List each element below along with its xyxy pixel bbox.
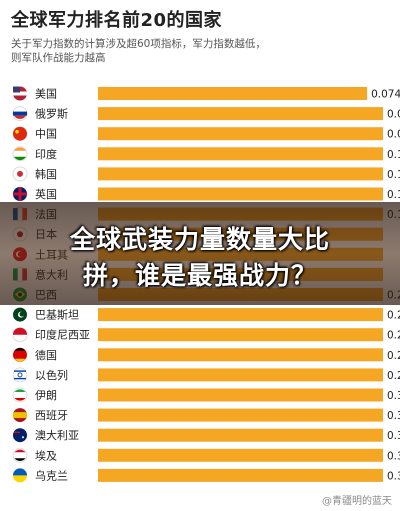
bar (98, 428, 383, 442)
data-label: 0.0788 (387, 129, 400, 141)
headline-line-1: 全球武装力量数量大比 (69, 225, 330, 254)
bar (98, 408, 383, 422)
category-label: 以色列 (35, 368, 68, 382)
category-label: 美国 (35, 88, 57, 101)
category-label: 印度尼西亚 (35, 328, 90, 342)
data-label: 0.2513 (387, 310, 400, 322)
data-label: 0.1656 (387, 169, 400, 181)
category-label: 俄罗斯 (35, 108, 68, 121)
bar (98, 348, 383, 362)
data-label: 0.1785 (387, 189, 400, 201)
id-flag-icon (12, 327, 28, 343)
data-label: 0.3427 (387, 450, 400, 462)
ir-flag-icon (12, 387, 28, 403)
kr-flag-icon (12, 166, 28, 182)
category-label: 澳大利亚 (35, 428, 79, 442)
bar (98, 448, 383, 462)
category-label: 巴基斯坦 (35, 308, 79, 322)
data-label: 0.2661 (387, 370, 400, 382)
watermark: @青疆明的蓝天 (322, 496, 392, 507)
data-label: 0.0788 (387, 109, 400, 121)
data-label: 0.0744 (371, 89, 400, 101)
bar (98, 127, 383, 141)
pk-flag-icon (13, 307, 27, 322)
cn-flag-icon (13, 126, 27, 141)
in-flag-icon (12, 146, 28, 162)
data-label: 0.3755 (387, 470, 400, 482)
ua-flag-icon (13, 468, 27, 483)
headline-line-2: 拼，谁是最强战力？ (82, 261, 317, 290)
category-label: 西班牙 (35, 409, 68, 422)
category-label: 德国 (35, 348, 57, 362)
bar (98, 147, 383, 161)
bar (98, 328, 383, 342)
bar (98, 167, 383, 181)
data-label: 0.3298 (387, 430, 400, 442)
category-label: 英国 (35, 187, 57, 201)
gb-flag-icon (13, 187, 27, 201)
bar (98, 468, 383, 482)
data-label: 0.3048 (387, 390, 400, 402)
chart-header: 全球军力排名前20的国家 关于军力指数的计算涉及超60项指标，军力指数越低， 则… (0, 0, 400, 72)
chart-subtitle-line-1: 关于军力指数的计算涉及超60项指标，军力指数越低， (11, 38, 266, 50)
bar (98, 187, 383, 201)
category-label: 韩国 (35, 167, 57, 181)
category-label: 乌克兰 (35, 468, 68, 482)
il-flag-icon (12, 367, 28, 383)
bar (98, 87, 368, 100)
category-label: 伊朗 (35, 389, 57, 402)
bar (98, 107, 383, 121)
category-label: 印度 (35, 147, 57, 161)
bar (98, 368, 383, 382)
au-flag-icon (13, 428, 27, 443)
eg-flag-icon (12, 447, 28, 463)
headline-overlay (0, 202, 400, 305)
chart-title: 全球军力排名前20的国家 (11, 10, 223, 31)
es-flag-icon (13, 408, 27, 423)
data-label: 0.3242 (387, 410, 400, 422)
bar (98, 388, 383, 402)
data-label: 0.2601 (387, 350, 400, 362)
ru-flag-icon (12, 106, 28, 122)
chart-subtitle-line-2: 则军队作战能力越高 (11, 52, 106, 64)
us-flag-icon (13, 86, 27, 101)
data-label: 0.2557 (387, 330, 400, 342)
de-flag-icon (13, 347, 27, 362)
category-label: 埃及 (35, 448, 57, 462)
data-label: 0.1184 (387, 149, 400, 161)
bar (98, 308, 383, 322)
category-label: 中国 (35, 128, 57, 141)
